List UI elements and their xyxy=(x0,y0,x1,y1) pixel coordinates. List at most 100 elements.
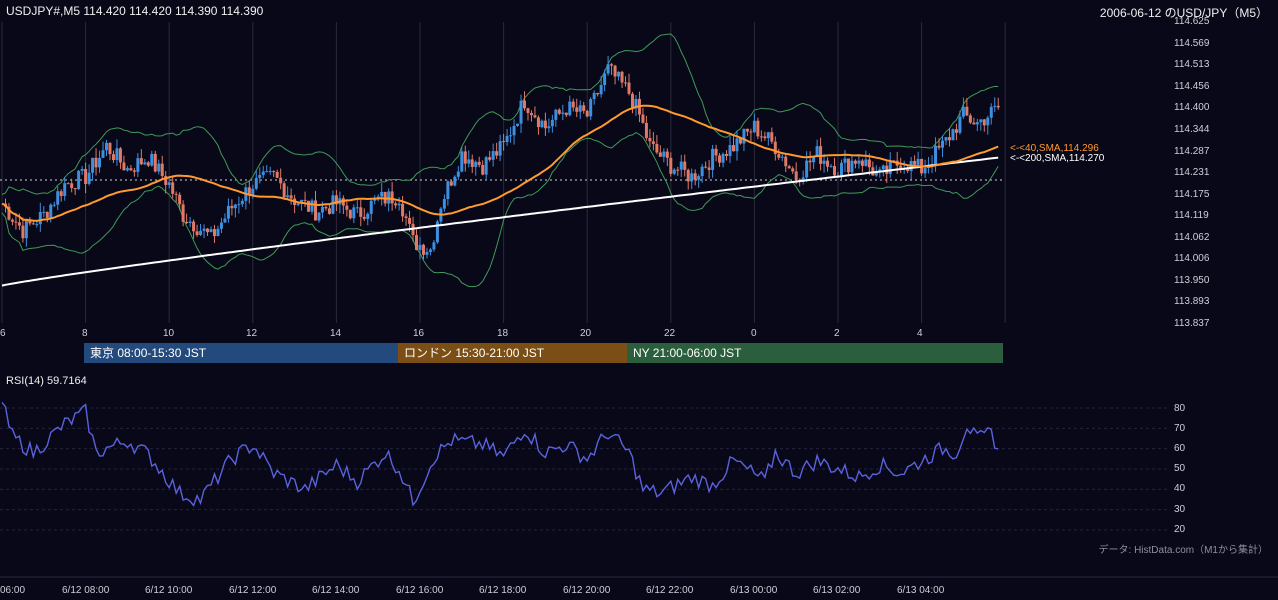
candle-body xyxy=(265,171,269,173)
candle-body xyxy=(35,224,39,226)
candle-body xyxy=(881,165,885,170)
candle-body xyxy=(401,203,405,217)
hour-tick: 18 xyxy=(497,328,509,339)
candle-body xyxy=(216,228,220,237)
candle-body xyxy=(418,244,422,250)
candle-body xyxy=(408,218,412,224)
candle-body xyxy=(540,120,544,128)
date-tick: 6/13 00:00 xyxy=(730,585,778,596)
candle-body xyxy=(784,156,788,167)
date-tick: 6/12 12:00 xyxy=(229,585,277,596)
price-tick: 114.119 xyxy=(1174,210,1209,221)
candle-body xyxy=(73,187,77,190)
candle-body xyxy=(484,157,488,175)
candle-body xyxy=(286,195,290,198)
candle-body xyxy=(794,171,798,180)
candle-body xyxy=(324,206,328,209)
price-tick: 114.175 xyxy=(1174,189,1210,200)
candle-body xyxy=(665,151,669,158)
candle-body xyxy=(770,132,774,142)
candle-body xyxy=(557,109,561,114)
candle-body xyxy=(965,106,969,116)
candle-body xyxy=(947,137,951,141)
session-tokyo: 東京 08:00-15:30 JST xyxy=(84,343,398,363)
data-credit: データ: HistData.com（M1から集計） xyxy=(1098,545,1268,556)
candle-body xyxy=(937,145,941,148)
candle-body xyxy=(52,204,56,206)
candle-body xyxy=(42,211,46,213)
candle-body xyxy=(502,141,506,143)
candle-body xyxy=(951,129,955,141)
candle-body xyxy=(812,156,816,163)
candle-body xyxy=(129,168,133,171)
candle-body xyxy=(404,216,408,219)
candle-body xyxy=(805,160,809,178)
candle-body xyxy=(975,122,979,125)
candle-body xyxy=(550,119,554,127)
bollinger-upper xyxy=(1,33,999,195)
candle-body xyxy=(296,203,300,206)
candle-body xyxy=(624,82,628,84)
candle-body xyxy=(303,199,307,201)
candle-body xyxy=(456,171,460,177)
sma200-label: <-<200,SMA,114.270 xyxy=(1010,153,1105,164)
candle-body xyxy=(470,159,474,167)
price-tick: 114.456 xyxy=(1174,81,1210,92)
candle-body xyxy=(334,195,338,205)
candle-body xyxy=(578,105,582,112)
candle-body xyxy=(415,235,419,250)
hour-tick: 16 xyxy=(413,328,425,339)
candle-body xyxy=(725,153,729,157)
candle-body xyxy=(986,117,990,126)
candle-body xyxy=(150,153,154,166)
candle-body xyxy=(460,151,464,172)
candle-body xyxy=(554,109,558,120)
candle-body xyxy=(118,148,122,163)
candle-body xyxy=(56,191,60,205)
candle-body xyxy=(846,158,850,173)
rsi-tick: 60 xyxy=(1174,443,1186,454)
candle-body xyxy=(972,122,976,125)
candle-body xyxy=(610,64,614,66)
candle-body xyxy=(63,183,67,196)
candle-body xyxy=(66,183,70,185)
candle-body xyxy=(589,99,593,117)
candle-body xyxy=(906,168,910,171)
candle-body xyxy=(944,137,948,141)
candle-body xyxy=(254,177,258,189)
candle-body xyxy=(317,212,321,221)
candle-body xyxy=(136,158,140,172)
price-tick: 114.006 xyxy=(1174,253,1210,264)
chart-grid xyxy=(1,22,1006,323)
candle-body xyxy=(516,123,520,126)
candle-body xyxy=(791,168,795,172)
candle-body xyxy=(592,92,596,100)
sma40-label: <-<40,SMA,114.296 xyxy=(1010,143,1099,154)
candle-body xyxy=(425,251,429,255)
candle-body xyxy=(268,171,272,173)
candle-body xyxy=(132,170,136,172)
hour-tick: 10 xyxy=(163,328,175,339)
candle-body xyxy=(352,207,356,219)
candle-body xyxy=(376,196,380,199)
candle-body xyxy=(70,183,74,188)
candle-body xyxy=(77,170,81,190)
candle-body xyxy=(491,151,495,160)
candle-body xyxy=(697,176,701,180)
hour-tick: 12 xyxy=(246,328,258,339)
candle-body xyxy=(864,159,868,166)
candle-body xyxy=(59,191,63,196)
candle-body xyxy=(7,206,11,220)
candle-body xyxy=(188,221,192,224)
session-newyork: NY 21:00-06:00 JST xyxy=(627,343,1003,363)
bollinger-lower xyxy=(1,132,999,288)
candle-body xyxy=(275,171,279,178)
candle-body xyxy=(192,221,196,232)
candle-body xyxy=(627,82,631,94)
candle-body xyxy=(655,143,659,153)
candle-body xyxy=(603,73,607,86)
candle-body xyxy=(14,221,18,223)
candle-body xyxy=(251,188,255,196)
date-tick: 6/12 14:00 xyxy=(312,585,360,596)
price-tick: 114.231 xyxy=(1174,167,1210,178)
